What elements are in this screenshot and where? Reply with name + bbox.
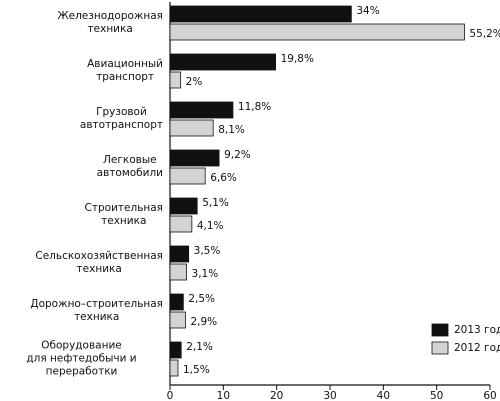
bar: [169, 341, 182, 359]
category-label: Легковые автомобили: [96, 154, 163, 179]
x-tick-label: 10: [217, 390, 230, 401]
value-label: 5,1%: [202, 197, 229, 209]
bar: [169, 53, 276, 71]
x-tick-label: 30: [323, 390, 336, 401]
bar: [169, 215, 193, 233]
bar: [169, 263, 187, 281]
value-label: 11,8%: [238, 101, 271, 113]
value-label: 34%: [356, 5, 379, 17]
value-label: 2,1%: [186, 341, 213, 353]
bar: [169, 149, 220, 167]
bar: [169, 23, 465, 41]
legend-swatch: [431, 323, 449, 337]
value-label: 2%: [186, 76, 203, 88]
category-label: Железнодорожная техника: [57, 10, 163, 35]
bar: [169, 167, 206, 185]
value-label: 55,2%: [469, 28, 500, 40]
x-tick-label: 50: [430, 390, 443, 401]
value-label: 3,5%: [194, 245, 221, 257]
x-tick-label: 40: [377, 390, 390, 401]
category-label: Оборудование для нефтедобычи и переработ…: [26, 339, 137, 378]
category-label: Дорожно–строительная техника: [30, 298, 163, 323]
x-tick-label: 60: [483, 390, 496, 401]
x-tick-label: 20: [270, 390, 283, 401]
bar: [169, 5, 352, 23]
value-label: 6,6%: [210, 172, 237, 184]
bar: [169, 359, 179, 377]
legend-label: 2013 год: [454, 324, 500, 336]
value-label: 1,5%: [183, 364, 210, 376]
x-tick-label: 0: [167, 390, 174, 401]
value-label: 2,9%: [190, 316, 217, 328]
legend-swatch: [431, 341, 449, 355]
value-label: 19,8%: [281, 53, 314, 65]
legend-label: 2012 год: [454, 342, 500, 354]
value-label: 3,1%: [192, 268, 219, 280]
value-label: 9,2%: [224, 149, 251, 161]
bar: [169, 71, 182, 89]
bar: [169, 101, 234, 119]
bar: [169, 119, 214, 137]
bar: [169, 245, 190, 263]
category-label: Грузовой автотранспорт: [79, 106, 163, 131]
bar: [169, 293, 184, 311]
value-label: 8,1%: [218, 124, 245, 136]
value-label: 4,1%: [197, 220, 224, 232]
bar: [169, 197, 198, 215]
category-label: Авиационный транспорт: [87, 58, 163, 83]
category-label: Сельскохозяйственная техника: [35, 250, 163, 275]
category-label: Строительная техника: [84, 202, 163, 227]
value-label: 2,5%: [188, 293, 215, 305]
bar: [169, 311, 186, 329]
